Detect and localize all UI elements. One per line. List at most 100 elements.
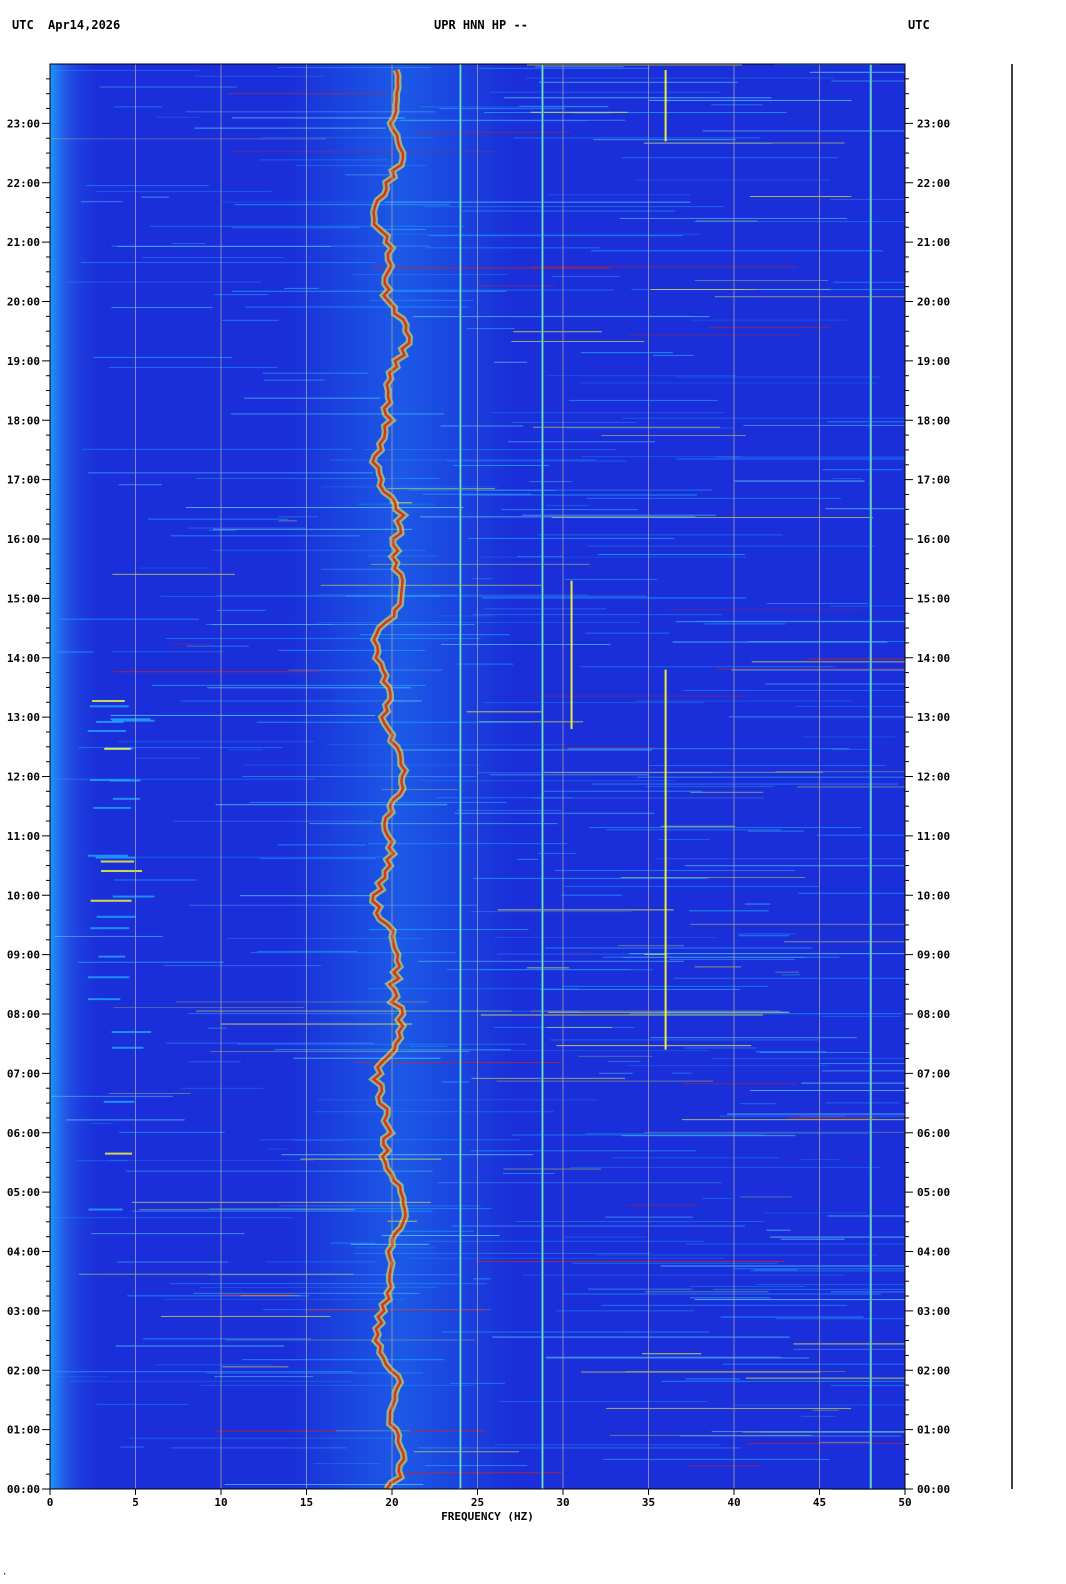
noise-streak: [793, 1343, 905, 1345]
y-tick-label-right: 17:00: [917, 474, 950, 487]
noise-streak: [825, 508, 905, 510]
low-freq-burst: [104, 1152, 133, 1155]
noise-streak: [613, 1157, 779, 1159]
noise-streak: [170, 1447, 347, 1449]
noise-streak: [79, 1273, 354, 1275]
noise-streak: [591, 250, 884, 252]
noise-streak: [598, 554, 745, 556]
noise-streak: [51, 138, 326, 140]
noise-streak: [601, 434, 747, 436]
noise-streak: [572, 113, 611, 115]
noise-streak: [54, 69, 200, 71]
noise-streak: [81, 262, 376, 264]
noise-streak: [588, 826, 862, 828]
noise-streak: [636, 179, 831, 181]
noise-streak: [226, 937, 423, 939]
noise-streak: [208, 529, 236, 531]
x-tick-label: 35: [642, 1496, 655, 1509]
y-tick-label-left: 22:00: [7, 177, 40, 190]
noise-streak: [816, 834, 905, 836]
noise-streak: [661, 1380, 905, 1382]
noise-streak: [688, 910, 769, 912]
noise-streak: [551, 276, 620, 278]
noise-streak: [205, 623, 334, 625]
noise-streak: [259, 1139, 520, 1141]
noise-streak: [208, 1027, 228, 1029]
noise-streak: [454, 812, 655, 814]
y-tick-label-right: 16:00: [917, 533, 950, 546]
noise-streak: [166, 638, 481, 640]
noise-streak: [585, 1133, 869, 1135]
noise-streak: [262, 1309, 492, 1311]
noise-streak: [245, 306, 469, 308]
noise-streak: [51, 1376, 109, 1378]
noise-streak: [581, 456, 743, 458]
noise-streak: [625, 1370, 846, 1372]
noise-streak: [240, 1295, 301, 1297]
noise-streak: [406, 1050, 710, 1052]
low-freq-burst: [96, 915, 136, 918]
noise-streak: [650, 289, 831, 291]
noise-streak: [234, 204, 450, 206]
noise-streak: [601, 1304, 847, 1306]
noise-streak: [537, 852, 576, 854]
y-tick-label-left: 23:00: [7, 117, 40, 130]
noise-streak: [118, 741, 315, 743]
noise-streak: [472, 578, 494, 580]
noise-streak: [230, 413, 444, 415]
noise-streak: [381, 789, 458, 791]
noise-streak: [446, 460, 627, 462]
noise-streak: [210, 1051, 469, 1053]
noise-streak: [384, 201, 691, 203]
noise-streak: [186, 645, 249, 647]
noise-streak: [658, 839, 710, 841]
noise-streak: [412, 316, 710, 318]
noise-streak: [131, 1201, 431, 1203]
noise-streak: [605, 1216, 693, 1218]
low-freq-burst: [87, 729, 126, 732]
noise-streak: [466, 711, 544, 713]
noise-streak: [643, 142, 773, 144]
noise-streak: [295, 165, 427, 167]
noise-streak: [456, 663, 514, 665]
noise-streak: [702, 130, 905, 132]
header-utc-left: UTC: [12, 18, 34, 32]
noise-streak: [807, 658, 905, 660]
noise-streak: [163, 965, 322, 967]
noise-streak: [194, 127, 386, 129]
noise-streak: [354, 1252, 651, 1254]
noise-streak: [364, 449, 616, 451]
noise-streak: [185, 507, 464, 509]
noise-streak: [629, 953, 905, 955]
noise-streak: [160, 595, 441, 597]
noise-streak: [775, 771, 905, 773]
y-tick-label-right: 23:00: [917, 117, 950, 130]
x-tick-label: 45: [813, 1496, 826, 1509]
noise-streak: [199, 1286, 439, 1288]
noise-streak: [561, 894, 623, 896]
noise-streak: [126, 1170, 433, 1172]
noise-streak: [441, 1081, 470, 1083]
noise-streak: [681, 1119, 905, 1121]
noise-streak: [557, 747, 658, 749]
y-tick-label-left: 04:00: [7, 1246, 40, 1259]
noise-streak: [756, 1284, 905, 1286]
y-tick-label-left: 13:00: [7, 711, 40, 724]
noise-streak: [258, 159, 388, 161]
noise-streak: [335, 1430, 410, 1432]
noise-streak: [212, 549, 426, 551]
noise-streak: [556, 1310, 694, 1312]
noise-streak: [781, 974, 801, 976]
wandering-band-line: [371, 69, 411, 1490]
noise-streak: [680, 1435, 901, 1437]
noise-streak: [672, 641, 888, 643]
noise-streak: [300, 1158, 442, 1160]
noise-streak: [579, 382, 877, 384]
noise-streak: [747, 640, 905, 642]
noise-streak: [462, 210, 676, 212]
noise-streak: [143, 1338, 311, 1340]
noise-streak: [798, 892, 905, 894]
noise-streak: [228, 749, 263, 751]
y-tick-label-left: 06:00: [7, 1127, 40, 1140]
noise-streak: [480, 1014, 763, 1016]
